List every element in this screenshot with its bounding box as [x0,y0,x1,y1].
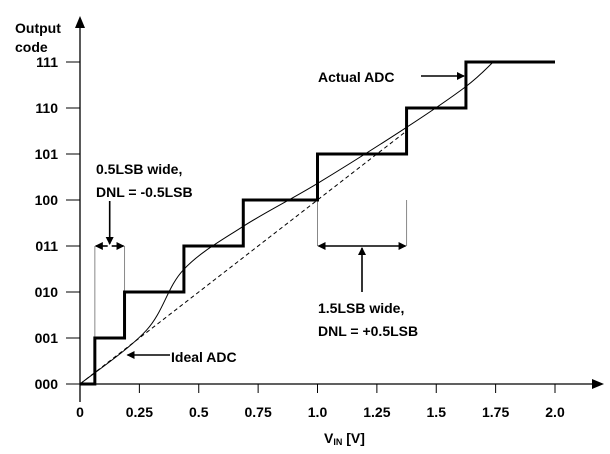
x-tick-label: 1.0 [308,404,328,420]
y-tick-label: 100 [35,192,59,208]
y-tick-label: 101 [35,146,59,162]
y-tick-label: 011 [35,238,58,254]
actual-adc-label: Actual ADC [318,69,395,85]
ideal-adc-line [79,130,407,385]
x-axis-label-main: V [324,430,334,446]
y-tick-label: 010 [35,284,59,300]
y-axis-label-line1: Output [15,20,61,36]
y-tick-label: 110 [35,100,58,116]
x-tick-label: 1.75 [482,404,509,420]
x-axis-arrow-icon [592,379,604,389]
x-tick-label: 0.75 [245,404,272,420]
x-tick-label: 2.0 [545,404,565,420]
transfer-curve-line [79,61,494,385]
x-axis-label-unit: [V] [342,430,365,446]
x-axis-label-sub: IN [333,437,342,447]
actual-adc-staircase [80,60,555,386]
y-tick-label: 111 [36,54,58,70]
y-tick-label: 000 [35,376,59,392]
annotations: 0.5LSB wide, DNL = -0.5LSB 1.5LSB wide, … [96,69,418,365]
y-tick-label: 001 [35,330,59,346]
axes [75,16,604,402]
x-tick-label: 0 [76,404,84,420]
x-tick-label: 0.25 [126,404,153,420]
y-axis-arrow-icon [75,16,85,28]
ideal-adc-label: Ideal ADC [171,349,237,365]
x-tick-label: 1.25 [363,404,390,420]
wide-annotation-line2: DNL = +0.5LSB [318,323,418,339]
y-axis-label-line2: code [15,39,48,55]
x-tick-label: 1.5 [427,404,447,420]
wide-annotation-line1: 1.5LSB wide, [318,300,404,316]
narrow-annotation-line1: 0.5LSB wide, [96,161,182,177]
x-tick-label: 0.5 [189,404,209,420]
x-axis-label: VIN [V] [324,430,365,447]
narrow-annotation-line2: DNL = -0.5LSB [96,184,193,200]
